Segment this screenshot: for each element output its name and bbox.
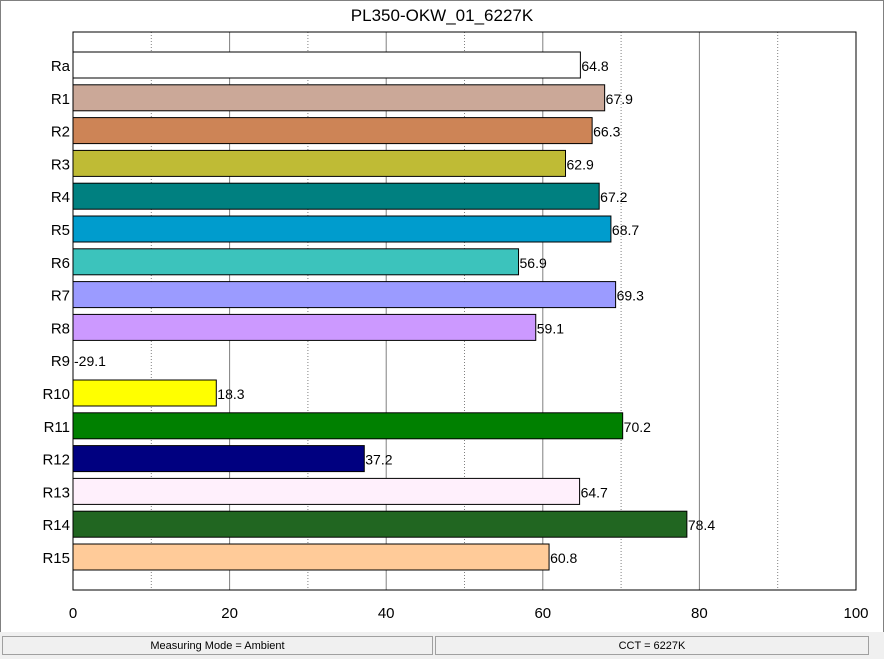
bar-R11 [72,412,624,440]
category-label: R9 [51,353,70,370]
x-tick-label: 0 [69,605,77,622]
bar-R15 [72,543,550,571]
bar-R7 [72,281,617,309]
bar-R3 [72,149,567,177]
bar-R8 [72,313,537,341]
x-tick-label: 80 [691,605,708,622]
x-tick-label: 20 [221,605,238,622]
status-measuring-mode: Measuring Mode = Ambient [2,636,433,655]
bar-R14 [72,510,688,538]
category-label: R7 [51,288,70,305]
bar-R13 [72,477,581,505]
bar-R10 [72,379,217,407]
x-tick-label: 100 [843,605,868,622]
category-label: R8 [51,320,70,337]
value-label: 67.9 [606,91,633,107]
category-label: R4 [51,189,70,206]
value-label: -29.1 [74,353,106,369]
category-label: R3 [51,156,70,173]
category-label: R11 [44,419,70,436]
category-label: R13 [42,484,70,501]
category-label: R15 [42,550,70,567]
bar-R1 [72,84,606,112]
chart-title: PL350-OKW_01_6227K [351,6,534,25]
value-label: 60.8 [550,550,577,566]
value-label: 64.7 [581,484,608,500]
x-tick-label: 40 [378,605,395,622]
value-label: 70.2 [624,419,651,435]
x-tick-label: 60 [534,605,551,622]
category-label: R1 [51,91,70,108]
category-label: R2 [51,124,70,141]
value-label: 37.2 [365,452,392,468]
bar-R5 [72,215,612,243]
value-label: 62.9 [567,156,594,172]
value-label: 59.1 [537,320,564,336]
category-label: R14 [42,517,70,534]
category-label: R12 [42,452,70,469]
status-cct: CCT = 6227K [435,636,869,655]
category-label: R6 [51,255,70,272]
value-label: 64.8 [581,58,608,74]
bar-chart: PL350-OKW_01_6227K Ra 64.8 R1 67.9 R2 66.3 R3 6… [42,6,868,622]
value-label: 56.9 [520,255,547,271]
category-label: R10 [42,386,70,403]
value-label: 66.3 [593,124,620,140]
bar-R6 [72,248,520,276]
bar-R4 [72,182,600,210]
category-label: R5 [51,222,70,239]
value-label: 78.4 [688,517,715,533]
value-label: 68.7 [612,222,639,238]
value-label: 18.3 [217,386,244,402]
category-label: Ra [51,58,71,75]
bar-Ra [72,51,581,79]
plot-area-border [72,31,857,591]
value-label: 67.2 [600,189,627,205]
bar-R2 [72,117,593,145]
bar-R12 [72,445,365,473]
value-label: 69.3 [617,288,644,304]
